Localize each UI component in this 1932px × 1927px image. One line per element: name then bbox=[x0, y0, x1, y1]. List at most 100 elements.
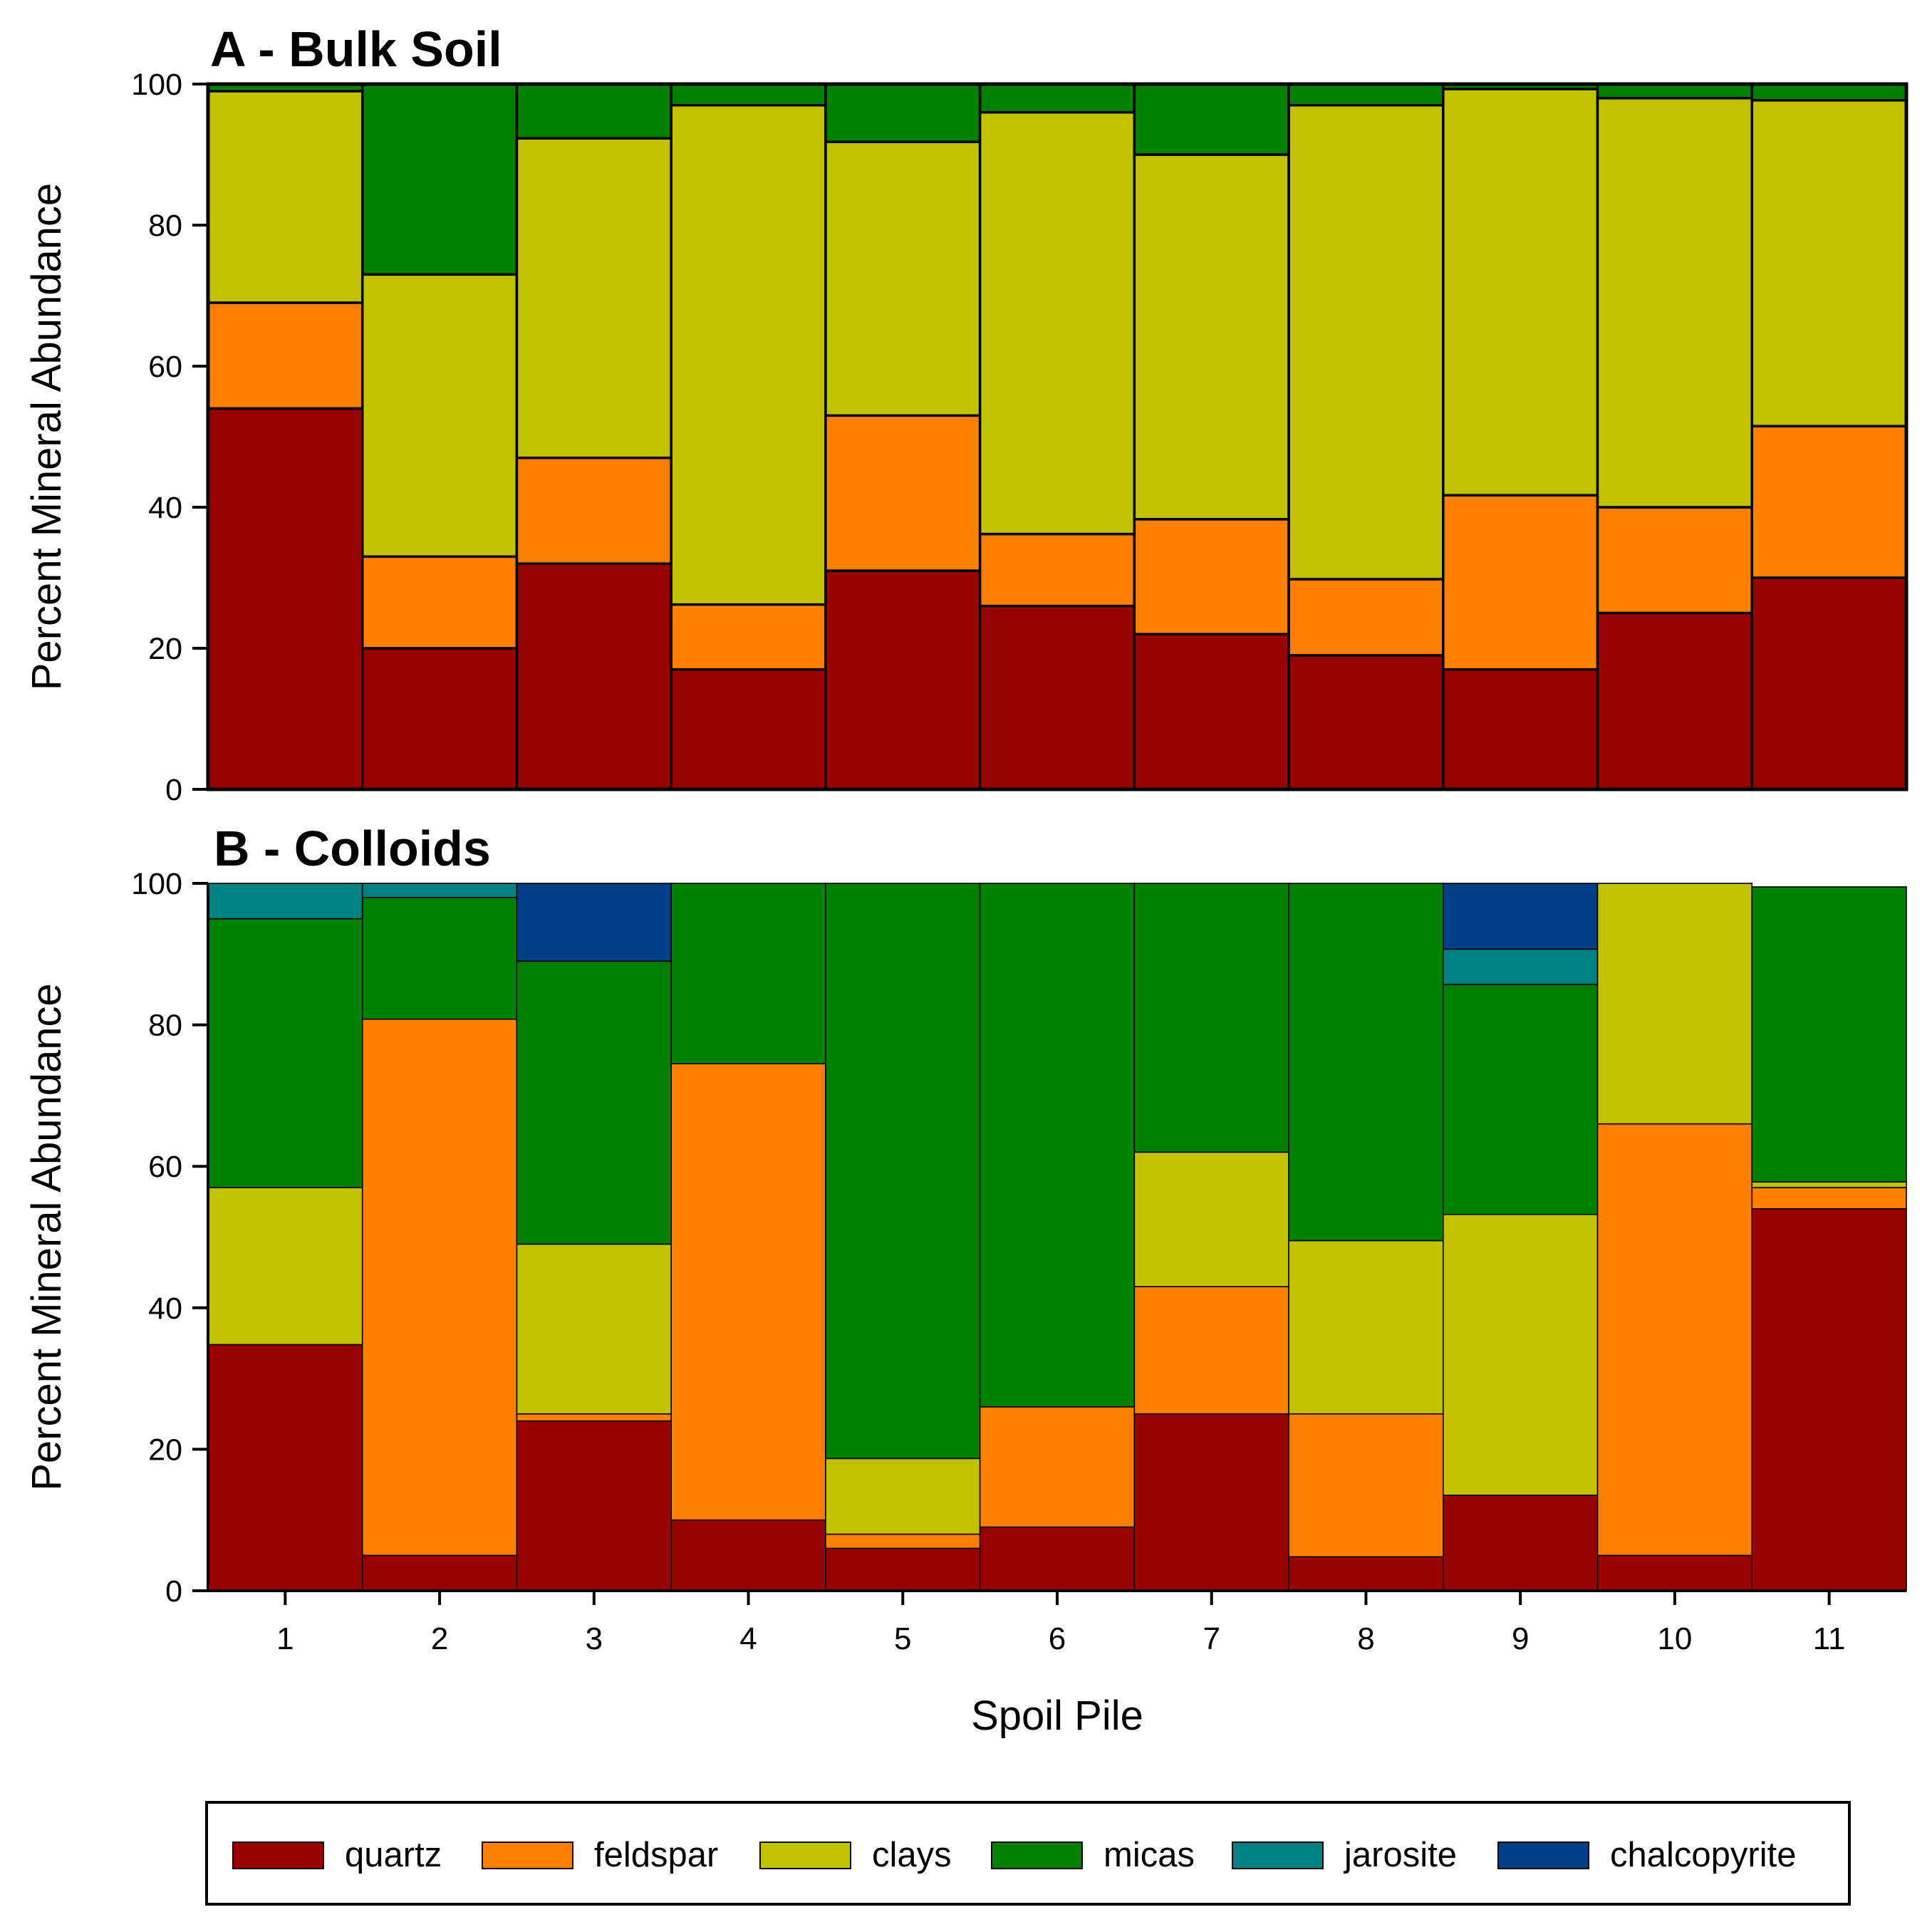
bar-segment-feldspar-pile-9 bbox=[1442, 494, 1599, 671]
bar-segment-feldspar-pile-11 bbox=[1751, 1187, 1907, 1210]
bar-segment-quartz-pile-9 bbox=[1443, 1495, 1599, 1591]
bar-segment-quartz-pile-4 bbox=[670, 668, 827, 791]
bar-segment-feldspar-pile-1 bbox=[207, 301, 364, 410]
x-tick-label: 10 bbox=[1657, 1621, 1692, 1656]
bar-segment-quartz-pile-1 bbox=[207, 407, 364, 791]
x-tick-label: 8 bbox=[1357, 1621, 1374, 1656]
bar-segment-feldspar-pile-3 bbox=[515, 456, 672, 565]
bar-segment-micas-pile-2 bbox=[361, 897, 518, 1020]
y-tick-label: 20 bbox=[148, 1433, 182, 1467]
bar-segment-micas-pile-4 bbox=[670, 883, 826, 1065]
x-tick-label: 9 bbox=[1512, 1621, 1529, 1656]
bar-segment-chalcopyrite-pile-9 bbox=[1443, 883, 1599, 950]
bar-segment-feldspar-pile-10 bbox=[1596, 506, 1754, 615]
y-axis-label: Percent Mineral Abundance bbox=[24, 983, 70, 1491]
bar-segment-micas-pile-9 bbox=[1443, 984, 1599, 1215]
bar-segment-clays-pile-3 bbox=[515, 137, 672, 459]
bar-segment-feldspar-pile-5 bbox=[825, 1533, 981, 1549]
panel-title: A - Bulk Soil bbox=[210, 21, 502, 77]
bar-segment-feldspar-pile-3 bbox=[516, 1413, 672, 1422]
bar-segment-quartz-pile-6 bbox=[978, 604, 1136, 791]
y-tick-label: 0 bbox=[165, 773, 182, 807]
legend-label-feldspar: feldspar bbox=[594, 1836, 718, 1874]
bar-segment-clays-pile-7 bbox=[1133, 153, 1290, 521]
y-tick-label: 100 bbox=[131, 867, 182, 901]
y-tick-label: 0 bbox=[165, 1574, 182, 1609]
bar-segment-quartz-pile-3 bbox=[516, 1420, 672, 1591]
x-tick-label: 7 bbox=[1203, 1621, 1220, 1656]
bar-segment-quartz-pile-7 bbox=[1133, 1413, 1289, 1591]
x-tick-label: 2 bbox=[431, 1621, 448, 1656]
y-tick-label: 100 bbox=[131, 68, 182, 102]
x-axis-label: Spoil Pile bbox=[971, 1693, 1143, 1739]
bar-segment-clays-pile-7 bbox=[1133, 1151, 1289, 1287]
y-tick-label: 80 bbox=[148, 209, 182, 243]
plot-frame bbox=[206, 82, 1908, 791]
bar-segment-micas-pile-1 bbox=[207, 918, 363, 1188]
panel-title: B - Colloids bbox=[214, 821, 491, 876]
bar-segment-micas-pile-2 bbox=[360, 83, 519, 276]
bar-segment-quartz-pile-4 bbox=[670, 1519, 826, 1591]
bar-segment-clays-pile-10 bbox=[1596, 97, 1754, 509]
bar-segment-feldspar-pile-4 bbox=[670, 1063, 826, 1521]
bar-segment-micas-pile-11 bbox=[1751, 886, 1907, 1183]
bar-segment-quartz-pile-11 bbox=[1750, 576, 1908, 791]
bar-segment-quartz-pile-10 bbox=[1596, 1554, 1753, 1591]
bar-segment-micas-pile-7 bbox=[1133, 883, 1289, 1153]
bar-segment-quartz-pile-10 bbox=[1596, 611, 1754, 791]
bar-segment-feldspar-pile-5 bbox=[824, 414, 982, 572]
bar-segment-quartz-pile-1 bbox=[207, 1344, 363, 1591]
legend-label-micas: micas bbox=[1103, 1836, 1195, 1874]
bar-segment-micas-pile-8 bbox=[1287, 83, 1445, 107]
bar-segment-feldspar-pile-6 bbox=[978, 532, 1136, 608]
bar-segment-jarosite-pile-1 bbox=[207, 883, 363, 920]
bar-segment-quartz-pile-11 bbox=[1751, 1207, 1907, 1591]
bar-segment-quartz-pile-7 bbox=[1133, 633, 1290, 791]
legend-swatch-micas bbox=[991, 1842, 1083, 1869]
bar-segment-clays-pile-10 bbox=[1596, 883, 1753, 1125]
bar-segment-quartz-pile-5 bbox=[825, 1547, 981, 1591]
bar-segment-micas-pile-10 bbox=[1596, 83, 1754, 100]
bar-segment-quartz-pile-9 bbox=[1442, 668, 1599, 791]
bar-segment-feldspar-pile-7 bbox=[1133, 518, 1290, 635]
legend-label-clays: clays bbox=[872, 1836, 952, 1874]
bar-segment-quartz-pile-6 bbox=[979, 1526, 1136, 1591]
bar-segment-quartz-pile-2 bbox=[360, 647, 519, 791]
legend-label-jarosite: jarosite bbox=[1343, 1836, 1457, 1874]
bar-segment-feldspar-pile-8 bbox=[1288, 1413, 1444, 1558]
panel-bulk-soil: 0 20 40 60 80 100 Percent Mineral Abundance A -… bbox=[24, 21, 1908, 807]
x-tick-label: 11 bbox=[1813, 1621, 1846, 1656]
legend-swatch-quartz bbox=[232, 1842, 324, 1869]
bar-segment-clays-pile-8 bbox=[1288, 1240, 1444, 1415]
x-tick-label: 6 bbox=[1049, 1621, 1066, 1656]
bar-segment-clays-pile-9 bbox=[1443, 1213, 1599, 1496]
bar-segment-quartz-pile-2 bbox=[361, 1554, 518, 1591]
bar-segment-clays-pile-8 bbox=[1287, 103, 1445, 581]
legend-swatch-feldspar bbox=[482, 1842, 573, 1869]
bar-segment-clays-pile-5 bbox=[825, 1458, 981, 1535]
bar-segment-feldspar-pile-2 bbox=[360, 555, 519, 650]
y-tick-label: 40 bbox=[148, 1292, 182, 1326]
bar-segment-micas-pile-7 bbox=[1133, 83, 1290, 156]
y-tick-label: 20 bbox=[148, 632, 182, 666]
bar-segment-jarosite-pile-9 bbox=[1443, 948, 1599, 985]
bar-segment-feldspar-pile-7 bbox=[1133, 1286, 1289, 1415]
bar-segment-micas-pile-3 bbox=[516, 960, 672, 1245]
legend: quartz feldspar clays micas jarosite chalcopy… bbox=[205, 1801, 1851, 1906]
x-tick-label: 1 bbox=[276, 1621, 294, 1656]
bar-segment-micas-pile-3 bbox=[515, 83, 672, 140]
bar-segment-feldspar-pile-4 bbox=[670, 603, 827, 671]
bar-segment-feldspar-pile-6 bbox=[979, 1406, 1136, 1528]
bar-segment-clays-pile-9 bbox=[1442, 88, 1599, 497]
panel-colloids: 0 20 40 60 80 100 1 2 3 4 5 6 7 8 9 10 11 Spoil Pile Perce… bbox=[24, 821, 1907, 1739]
bar-segment-micas-pile-6 bbox=[978, 83, 1136, 114]
bar-segment-quartz-pile-3 bbox=[515, 562, 672, 791]
y-tick-label: 80 bbox=[148, 1009, 182, 1043]
bar-segment-quartz-pile-8 bbox=[1287, 654, 1445, 791]
bar-segment-quartz-pile-5 bbox=[824, 569, 982, 791]
bar-segment-micas-pile-5 bbox=[825, 883, 981, 1460]
x-tick-label: 4 bbox=[739, 1621, 757, 1656]
bar-segment-jarosite-pile-2 bbox=[361, 883, 518, 898]
bar-segment-clays-pile-4 bbox=[670, 103, 827, 606]
